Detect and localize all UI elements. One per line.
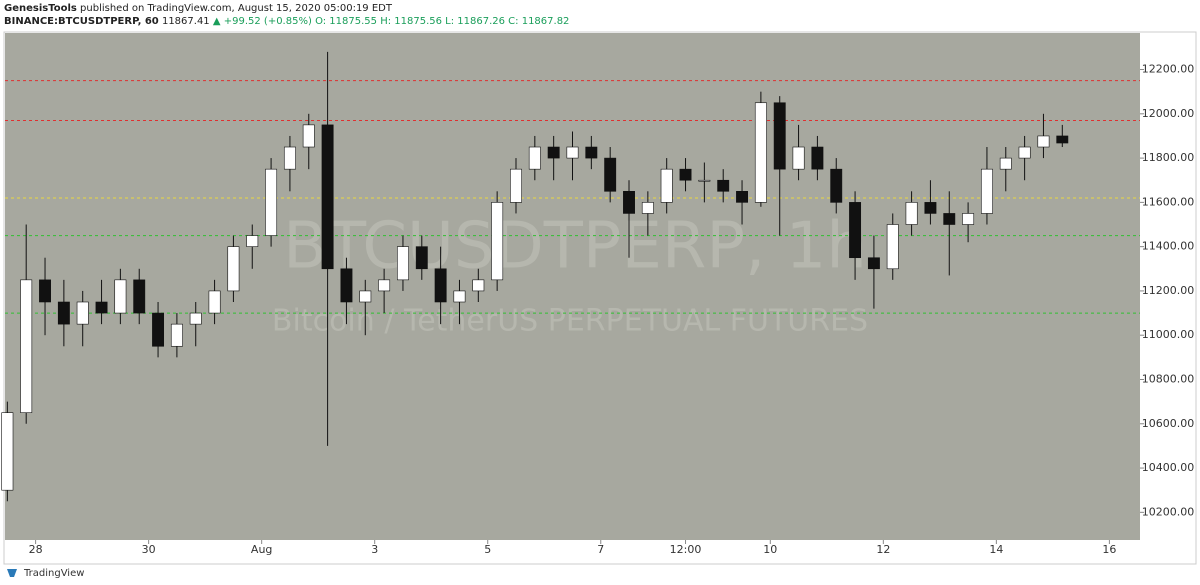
y-tick-label: 11000.00 — [1142, 328, 1195, 341]
y-tick-label: 12000.00 — [1142, 107, 1195, 120]
candle-body — [340, 268, 353, 303]
candle-body — [962, 213, 975, 225]
x-tick-label: 5 — [484, 543, 491, 556]
candle-body — [698, 179, 711, 182]
candle-body — [1056, 135, 1069, 144]
ohlc: O: 11875.55 H: 11875.56 L: 11867.26 C: 1… — [315, 16, 570, 27]
change: ▲ +99.52 (+0.85%) — [212, 16, 312, 27]
candle-body — [1018, 146, 1031, 159]
candle-body — [265, 168, 278, 236]
candle-body — [510, 168, 522, 203]
published: published on TradingView.com, August 15,… — [80, 3, 392, 14]
candle-body — [924, 202, 937, 214]
candle-body — [585, 146, 598, 159]
candle-body — [133, 279, 146, 314]
y-tick-label: 11200.00 — [1142, 284, 1195, 297]
candle-body — [641, 202, 654, 214]
y-tick-label: 10600.00 — [1142, 417, 1195, 430]
x-tick-label: 16 — [1102, 543, 1116, 556]
candle-body — [491, 202, 504, 281]
y-tick-label: 12200.00 — [1142, 63, 1195, 76]
candle-body — [1037, 135, 1050, 148]
y-tick-label: 11400.00 — [1142, 240, 1195, 253]
candle-body — [849, 202, 862, 259]
x-tick-label: 14 — [989, 543, 1003, 556]
candle-body — [76, 301, 89, 325]
y-tick-label: 10800.00 — [1142, 372, 1195, 385]
candle-body — [189, 312, 202, 325]
candle-body — [208, 290, 221, 314]
candle-body — [152, 312, 165, 347]
x-tick-label: 7 — [597, 543, 604, 556]
candle-body — [980, 168, 993, 214]
candle-body — [792, 146, 805, 170]
candle-body — [830, 168, 843, 203]
candle-body — [321, 124, 334, 270]
x-tick-label: 12 — [876, 543, 890, 556]
candle-body — [528, 146, 541, 170]
symbol: BINANCE:BTCUSDTPERP, 60 — [4, 16, 159, 27]
candle-body — [227, 246, 240, 292]
candle-body — [453, 290, 466, 303]
candle-body — [943, 213, 956, 225]
candle-body — [736, 190, 748, 203]
x-tick-label: 30 — [142, 543, 156, 556]
candle-body — [905, 202, 918, 225]
candle-body — [434, 268, 447, 303]
candle-body — [623, 190, 635, 214]
candle-body — [1, 412, 14, 491]
watermark: BTCUSDTPERP, 1h — [283, 210, 867, 284]
candle-body — [472, 279, 485, 292]
candle-body — [717, 179, 730, 192]
x-tick-label: 12:00 — [670, 543, 702, 556]
candle-body — [57, 301, 70, 325]
candle-body — [867, 257, 880, 270]
candle-body — [660, 168, 673, 203]
candle-body — [566, 146, 579, 159]
header-line: BINANCE:BTCUSDTPERP, 60 11867.41 ▲ +99.5… — [4, 16, 569, 27]
candle-body — [246, 235, 259, 247]
candle-body — [20, 279, 33, 413]
author: GenesisTools — [4, 3, 77, 14]
x-tick-label: 10 — [763, 543, 777, 556]
candle-body — [283, 146, 296, 170]
candle-body — [811, 146, 824, 170]
candle-body — [170, 323, 183, 347]
candle-body — [39, 279, 51, 303]
candle-body — [999, 157, 1012, 170]
x-tick-label: 28 — [29, 543, 43, 556]
candle-body — [604, 157, 617, 192]
candle-body — [415, 246, 428, 270]
y-tick-label: 11800.00 — [1142, 151, 1195, 164]
x-tick-label: 3 — [371, 543, 378, 556]
candle-body — [114, 279, 127, 314]
candle-body — [302, 124, 315, 148]
brand: TradingView — [23, 568, 84, 579]
candle-body — [679, 168, 692, 181]
watermark-sub: Bitcoin / TetherUS PERPETUAL FUTURES — [272, 304, 868, 339]
candle-body — [397, 246, 409, 281]
candle-body — [95, 301, 108, 314]
candle-body — [547, 146, 560, 159]
candle-body — [754, 102, 767, 203]
header-line: GenesisTools published on TradingView.co… — [4, 3, 392, 14]
x-tick-label: Aug — [251, 543, 272, 556]
y-tick-label: 11600.00 — [1142, 195, 1195, 208]
y-tick-label: 10200.00 — [1142, 505, 1195, 518]
candle-body — [886, 224, 899, 270]
brand-logo — [7, 569, 17, 577]
y-tick-label: 10400.00 — [1142, 461, 1195, 474]
candle-body — [359, 290, 372, 303]
candle-body — [773, 102, 786, 170]
plot-area — [5, 33, 1140, 540]
candle-body — [378, 279, 391, 292]
last: 11867.41 — [161, 16, 210, 27]
